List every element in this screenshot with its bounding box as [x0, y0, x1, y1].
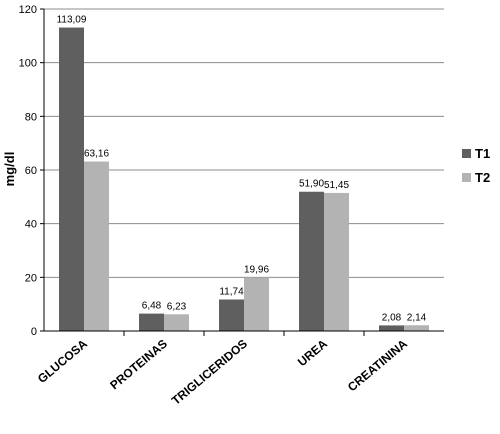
data-label: 6,23 [167, 301, 187, 312]
y-tick-label: 0 [31, 326, 37, 338]
bar-t1-trigliceridos [219, 299, 244, 331]
data-label: 11,74 [219, 286, 244, 297]
y-tick-label: 100 [19, 58, 37, 70]
axes [43, 9, 444, 332]
bar-t1-urea [299, 191, 324, 331]
bar-t2-glucosa [84, 161, 109, 331]
y-tick-labels: 0 20 40 60 80 100 120 [19, 4, 37, 338]
bars [59, 27, 429, 331]
data-label: 19,96 [244, 264, 269, 275]
y-tick-label: 20 [25, 272, 37, 284]
category-label: UREA [295, 336, 330, 369]
bar-t2-proteinas [164, 314, 189, 331]
data-label: 2,14 [407, 312, 427, 323]
category-label: PROTEINAS [107, 337, 170, 393]
category-label: TRIGLICERIDOS [169, 337, 250, 408]
bar-t2-trigliceridos [244, 277, 269, 331]
bar-t1-proteinas [139, 313, 164, 331]
data-label: 6,48 [142, 301, 162, 312]
category-label: CREATININA [345, 336, 410, 394]
bar-t1-creatinina [379, 325, 404, 331]
bar-t2-creatinina [404, 325, 429, 331]
y-axis-label: mg/dl [2, 152, 17, 187]
legend-swatch-t1 [462, 149, 471, 158]
y-tick-label: 60 [25, 165, 37, 177]
y-tick-label: 120 [19, 4, 37, 16]
bar-t1-glucosa [59, 27, 84, 331]
data-label: 2,08 [382, 312, 402, 323]
category-label: GLUCOSA [35, 336, 90, 386]
data-label: 113,09 [57, 15, 87, 26]
data-label: 51,45 [324, 180, 349, 191]
y-tick-label: 40 [25, 219, 37, 231]
gridlines [40, 8, 444, 336]
y-tick-label: 80 [25, 111, 37, 123]
legend-label-t1: T1 [475, 146, 490, 161]
legend: T1 T2 [462, 146, 490, 185]
legend-swatch-t2 [462, 173, 471, 182]
data-label: 63,16 [84, 149, 109, 160]
data-label: 51,90 [299, 179, 324, 190]
legend-label-t2: T2 [475, 170, 490, 185]
bar-t2-urea [324, 192, 349, 331]
